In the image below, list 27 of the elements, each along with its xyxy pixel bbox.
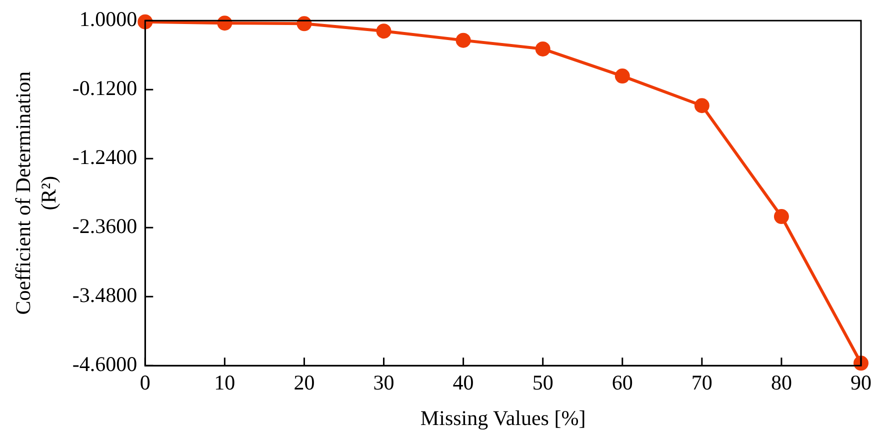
x-tick-label: 0 [140, 370, 150, 395]
x-tick-label: 30 [373, 370, 394, 395]
x-tick-label: 50 [532, 370, 554, 395]
y-tick-label: -2.3600 [72, 214, 138, 238]
x-tick-label: 90 [850, 370, 872, 395]
point [456, 32, 471, 48]
point [694, 98, 710, 114]
point [535, 41, 550, 56]
x-axis-title: Missing Values [%] [420, 406, 586, 430]
y-tick-label: 1.0000 [79, 7, 138, 32]
y-tick-label: -3.4800 [72, 283, 138, 308]
x-tick-label: 40 [452, 370, 474, 395]
point [614, 68, 630, 84]
point [217, 16, 232, 31]
point [376, 24, 392, 39]
x-tick-label: 10 [214, 370, 236, 395]
point [296, 16, 312, 32]
point [774, 209, 789, 224]
y-tick-label: -0.1200 [72, 76, 138, 100]
x-tick-label: 80 [770, 370, 792, 395]
x-tick-label: 20 [294, 370, 315, 395]
x-tick-label: 60 [612, 370, 633, 395]
x-tick-label: 70 [691, 370, 712, 395]
y-tick-label: -1.2400 [72, 145, 138, 170]
y-axis-title: Coefficient of Determination (R²) [11, 70, 60, 315]
point [138, 14, 153, 30]
y-tick-label: -4.6000 [72, 352, 138, 376]
